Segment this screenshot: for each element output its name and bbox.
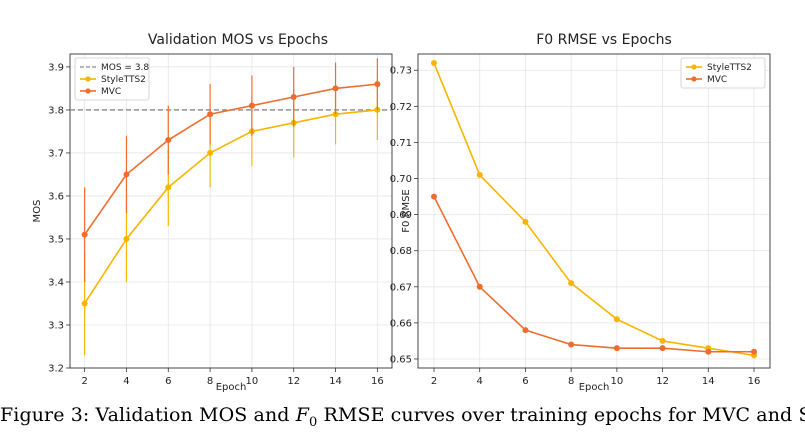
x-tick-label: 12: [287, 376, 300, 387]
mvc-point: [123, 171, 130, 178]
legend-item-reference: MOS = 3.8: [101, 63, 149, 73]
legend-marker-swatch: [85, 88, 91, 94]
y-tick-label: 3.8: [48, 105, 64, 116]
styletts2-point: [568, 280, 575, 287]
mvc-point: [431, 193, 437, 200]
y-tick-label: 0.69: [390, 210, 412, 221]
y-tick-label: 3.6: [48, 191, 64, 202]
f0-rmse-chart: 2 4 6 8 10 12 14 16 0.65 0.66 0.67 0.68 0.69 0.70 0.71…: [390, 32, 771, 393]
x-tick-label: 6: [165, 376, 171, 387]
caption-suffix: RMSE curves over training epochs for MVC…: [323, 404, 805, 426]
mvc-point: [248, 102, 255, 109]
legend-item-mvc: MVC: [101, 87, 121, 97]
styletts2-point: [476, 171, 483, 178]
x-tick-label: 8: [207, 376, 213, 387]
legend-item-mvc: MVC: [707, 75, 727, 85]
styletts2-point: [522, 218, 529, 225]
plot-frame: [69, 53, 393, 369]
mvc-point: [165, 137, 172, 144]
chart-title: F0 RMSE vs Epochs: [536, 32, 672, 48]
mvc-point: [374, 81, 381, 88]
x-tick-label: 14: [702, 376, 715, 387]
x-tick-label: 2: [431, 376, 437, 387]
legend-box: [74, 57, 150, 101]
x-axis-label: Epoch: [579, 382, 610, 393]
y-tick-label: 0.65: [390, 354, 412, 365]
x-tick-label: 10: [610, 376, 623, 387]
y-tick-label: 0.72: [390, 102, 412, 113]
styletts2-point: [81, 300, 88, 307]
plot-frame: [417, 53, 771, 369]
x-tick-label: 8: [568, 376, 574, 387]
y-tick-label: 3.4: [48, 277, 64, 288]
x-tick-label: 16: [748, 376, 761, 387]
styletts2-point: [659, 337, 666, 344]
mos-chart: 2 4 6 8 10 12 14 16 3.2 3.3 3.4 3.5 3.6 3.7 3.8 3.9 Vali…: [32, 32, 393, 393]
mvc-point: [207, 111, 214, 118]
x-tick-label: 2: [81, 376, 87, 387]
mvc-point: [705, 348, 712, 355]
mvc-point: [332, 85, 339, 92]
mvc-point: [751, 348, 757, 355]
y-tick-label: 0.70: [390, 174, 412, 185]
styletts2-point: [207, 149, 214, 156]
x-tick-label: 6: [522, 376, 528, 387]
x-tick-label: 16: [371, 376, 384, 387]
legend-box: [680, 57, 766, 89]
x-tick-label: 4: [477, 376, 483, 387]
x-tick-label: 12: [656, 376, 669, 387]
mvc-point: [522, 327, 529, 334]
y-tick-label: 0.67: [390, 282, 412, 293]
figure: 2 4 6 8 10 12 14 16 3.2 3.3 3.4 3.5 3.6 3.7 3.8 3.9 Vali…: [32, 32, 771, 393]
styletts2-point: [431, 60, 437, 67]
styletts2-line: [433, 62, 755, 357]
x-axis-label: Epoch: [216, 382, 247, 393]
legend-marker-swatch: [691, 76, 697, 82]
legend-item-styletts2: StyleTTS2: [101, 75, 146, 85]
mvc-point: [613, 345, 620, 352]
caption-prefix: Figure 3: Validation MOS and: [0, 404, 296, 426]
y-tick-label: 0.66: [390, 318, 412, 329]
mvc-point: [81, 231, 88, 238]
y-tick-label: 3.3: [48, 320, 64, 331]
caption-f0-subscript: 0: [308, 414, 318, 430]
y-axis-label: MOS: [32, 200, 43, 223]
mvc-point: [568, 341, 575, 348]
legend-item-styletts2: StyleTTS2: [707, 63, 752, 73]
styletts2-point: [613, 316, 620, 323]
y-tick-label: 3.5: [48, 234, 64, 245]
figure-caption: Figure 3: Validation MOS and F0 RMSE cur…: [0, 404, 805, 432]
y-tick-label: 0.73: [390, 66, 412, 77]
legend-marker-swatch: [691, 64, 697, 70]
y-tick-label: 3.7: [48, 148, 64, 159]
x-tick-label: 14: [329, 376, 342, 387]
y-axis-label: F0 RMSE: [401, 189, 412, 233]
chart-title: Validation MOS vs Epochs: [148, 32, 328, 48]
styletts2-line: [83, 109, 378, 304]
mvc-line: [83, 83, 378, 236]
y-tick-label: 0.68: [390, 246, 412, 257]
x-tick-label: 10: [246, 376, 259, 387]
styletts2-point: [123, 235, 130, 242]
styletts2-point: [165, 184, 172, 191]
legend-marker-swatch: [85, 76, 91, 82]
x-tick-label: 4: [123, 376, 129, 387]
y-tick-label: 0.71: [390, 138, 412, 149]
mvc-point: [476, 283, 483, 290]
mvc-line: [433, 196, 754, 353]
caption-f0-symbol: F: [295, 404, 309, 426]
mvc-point: [290, 94, 297, 101]
y-tick-label: 3.9: [48, 62, 64, 73]
mvc-point: [659, 345, 666, 352]
y-tick-label: 3.2: [48, 364, 64, 375]
